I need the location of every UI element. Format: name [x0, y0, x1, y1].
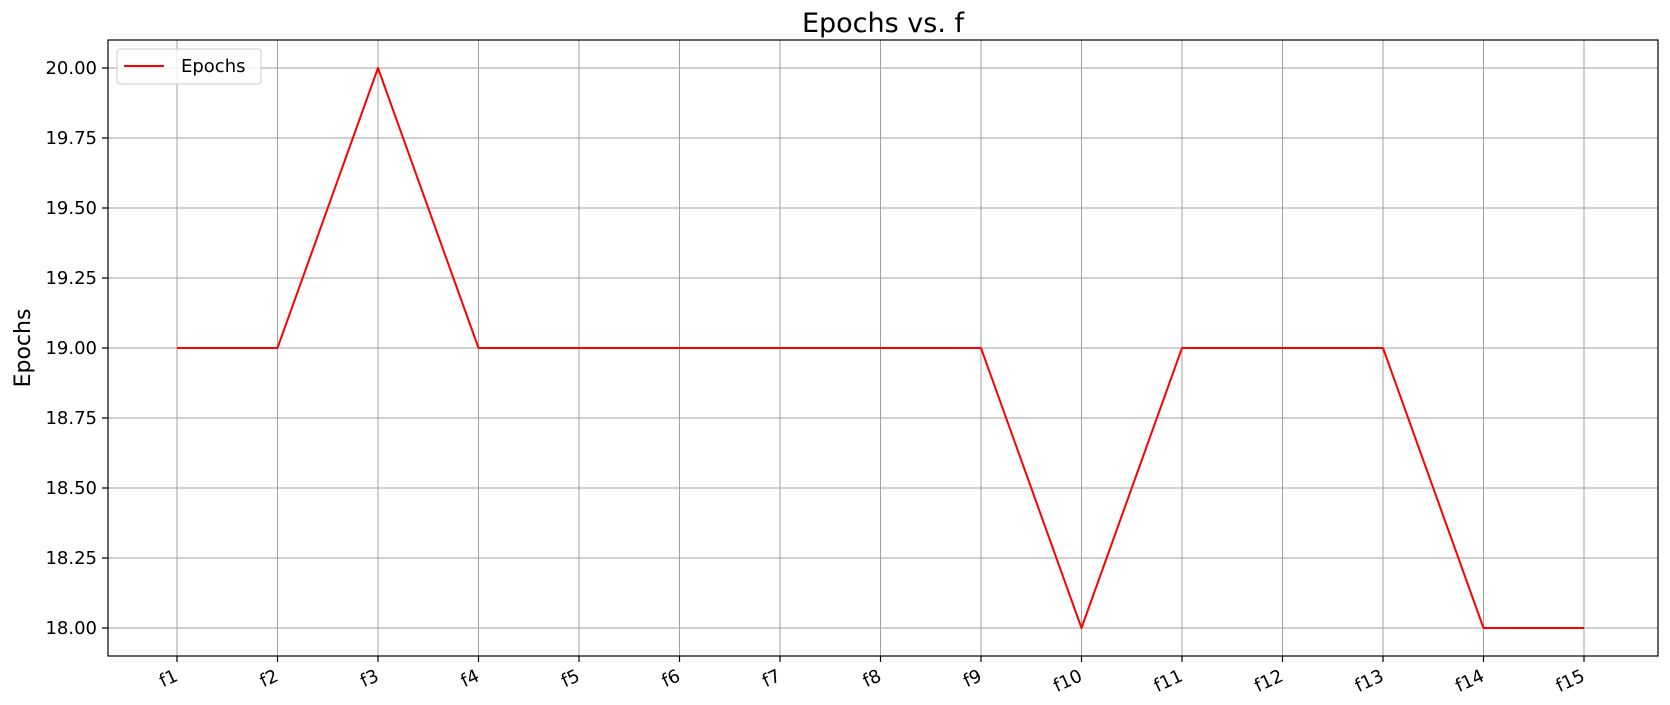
y-tick-label: 18.75 [45, 408, 97, 429]
y-tick-label: 19.75 [45, 128, 97, 149]
y-tick-label: 20.00 [45, 58, 97, 79]
y-tick-label: 19.50 [45, 198, 97, 219]
y-tick-label: 18.50 [45, 478, 97, 499]
y-tick-label: 19.25 [45, 268, 97, 289]
y-axis-ticks: 18.00 18.25 18.50 18.75 19.00 19.25 19.50 19.75… [45, 58, 108, 639]
series-line-0 [177, 67, 1584, 629]
legend: Epochs [116, 48, 262, 85]
y-tick-label: 19.00 [45, 338, 97, 359]
y-tick-label: 18.25 [45, 548, 97, 569]
y-axis-label: Epochs [11, 309, 36, 388]
y-tick-label: 18.00 [45, 618, 97, 639]
chart-title: Epochs vs. f [802, 8, 966, 39]
legend-box [116, 48, 262, 85]
legend-entry-label: Epochs [181, 56, 246, 77]
series-layer [177, 67, 1584, 629]
